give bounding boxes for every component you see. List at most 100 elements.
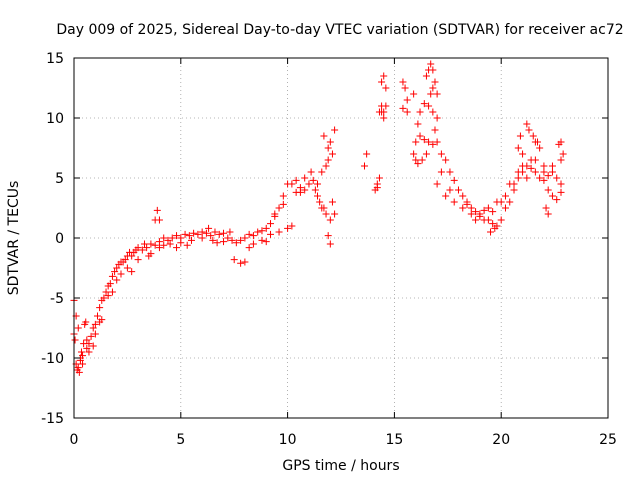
x-tick-label: 10 — [279, 432, 297, 448]
data-point — [267, 220, 275, 228]
data-point — [557, 188, 565, 196]
data-point — [173, 232, 181, 240]
data-point — [463, 200, 471, 208]
y-tick-label: 5 — [55, 171, 64, 187]
data-point — [134, 244, 142, 252]
data-point — [363, 150, 371, 158]
data-point — [489, 208, 497, 216]
data-point — [467, 204, 475, 212]
y-tick-label: -15 — [41, 411, 64, 427]
data-point — [173, 244, 181, 252]
data-point — [134, 256, 142, 264]
data-point — [491, 224, 499, 232]
data-point — [497, 216, 505, 224]
data-point — [540, 168, 548, 176]
data-point — [241, 234, 249, 242]
data-point — [331, 210, 339, 218]
data-point — [418, 156, 426, 164]
data-point — [506, 180, 514, 188]
data-point — [399, 104, 407, 112]
data-point — [410, 90, 418, 98]
data-point — [160, 241, 168, 249]
data-point — [151, 241, 159, 249]
y-axis-label: SDTVAR / TECUs — [6, 181, 22, 296]
data-point — [258, 227, 266, 235]
data-point — [401, 84, 409, 92]
data-point — [540, 162, 548, 170]
data-point — [305, 180, 313, 188]
data-point — [121, 256, 129, 264]
data-point — [557, 156, 565, 164]
data-point — [108, 272, 116, 280]
axis-ticks — [73, 57, 609, 419]
data-point — [202, 229, 210, 237]
data-point — [557, 138, 565, 146]
data-point — [437, 150, 445, 158]
data-point — [198, 234, 206, 242]
data-point — [399, 78, 407, 86]
data-point — [425, 102, 433, 110]
data-point — [557, 180, 565, 188]
data-point — [506, 198, 514, 206]
data-point — [211, 228, 219, 236]
data-point — [237, 259, 245, 267]
data-point — [433, 114, 441, 122]
x-tick-label: 5 — [176, 432, 185, 448]
data-point — [74, 324, 82, 332]
data-point — [523, 120, 531, 128]
data-point — [382, 84, 390, 92]
data-point — [324, 144, 332, 152]
x-tick-label: 25 — [599, 432, 617, 448]
data-point — [480, 216, 488, 224]
data-point — [328, 198, 336, 206]
data-point — [301, 174, 309, 182]
data-point — [79, 360, 87, 368]
data-point — [220, 238, 228, 246]
data-point — [237, 236, 245, 244]
data-point — [516, 132, 524, 140]
data-point — [420, 136, 428, 144]
data-point — [71, 336, 79, 344]
data-point — [123, 264, 131, 272]
data-point — [183, 241, 191, 249]
data-point — [279, 200, 287, 208]
data-point — [113, 276, 121, 284]
data-point — [155, 238, 163, 246]
data-point — [140, 240, 148, 248]
data-point — [155, 244, 163, 252]
data-point — [427, 60, 435, 68]
data-point — [531, 156, 539, 164]
data-point — [275, 228, 283, 236]
data-point — [429, 108, 437, 116]
data-point — [375, 174, 383, 182]
data-point — [74, 364, 82, 372]
data-point — [519, 150, 527, 158]
data-point — [429, 140, 437, 148]
data-point — [296, 188, 304, 196]
y-tick-label: -10 — [41, 351, 64, 367]
data-point — [510, 186, 518, 194]
data-point — [77, 348, 85, 356]
data-point — [416, 132, 424, 140]
data-point — [459, 192, 467, 200]
data-point — [91, 320, 99, 328]
data-point — [487, 228, 495, 236]
data-point — [320, 204, 328, 212]
data-point — [271, 210, 279, 218]
data-point — [544, 172, 552, 180]
data-point — [147, 250, 155, 258]
data-point — [523, 174, 531, 182]
data-point — [279, 192, 287, 200]
y-tick-label: 15 — [46, 51, 64, 67]
data-point — [96, 318, 104, 326]
y-tick-label: 10 — [46, 111, 64, 127]
data-point — [548, 162, 556, 170]
data-point — [431, 78, 439, 86]
data-point — [262, 238, 270, 246]
data-point — [228, 236, 236, 244]
y-tick-label: -5 — [50, 291, 64, 307]
data-point — [442, 192, 450, 200]
data-point — [380, 114, 388, 122]
data-point — [553, 174, 561, 182]
